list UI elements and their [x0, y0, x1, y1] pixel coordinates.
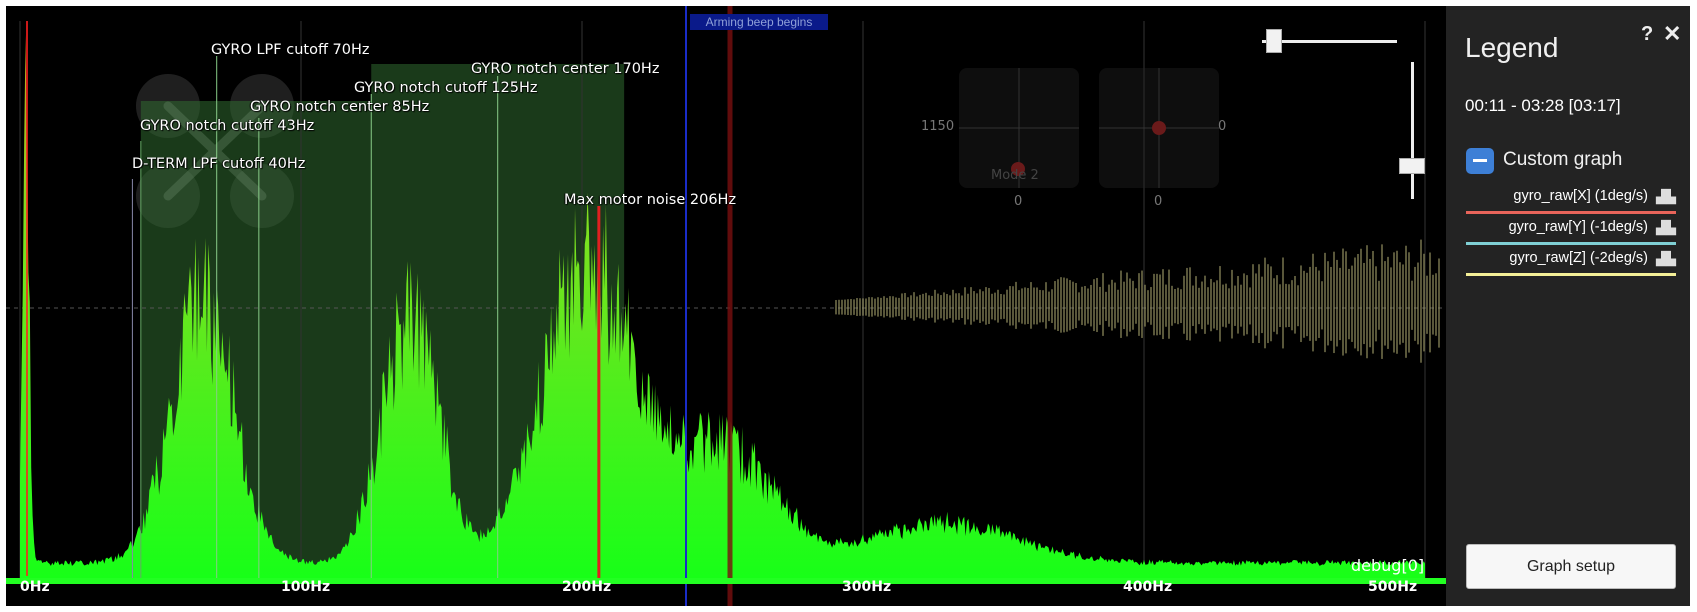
legend-series-z[interactable]: gyro_raw[Z] (-2deg/s) ▟▙	[1466, 248, 1676, 276]
legend-series-y[interactable]: gyro_raw[Y] (-1deg/s) ▟▙	[1466, 217, 1676, 245]
stick-value-right-top: 0	[1218, 119, 1227, 134]
dterm-lpf-cutoff-label: D-TERM LPF cutoff 40Hz	[132, 156, 306, 172]
x-tick-300: 300Hz	[842, 579, 892, 595]
graph-setup-button[interactable]: Graph setup	[1466, 544, 1676, 589]
spectrum-chart	[6, 6, 1446, 606]
series-color-line	[1466, 273, 1676, 276]
help-icon[interactable]: ?	[1641, 23, 1654, 45]
spectrum-icon[interactable]: ▟▙	[1656, 189, 1676, 204]
time-range: 00:11 - 03:28 [03:17]	[1465, 96, 1621, 115]
zoom-slider-vertical[interactable]	[1399, 62, 1425, 199]
debug-field-label: debug[0]	[1351, 556, 1425, 575]
log-viewer: 1150 0 0 0 Mode 2 Arming beep begins GYR…	[6, 6, 1690, 606]
zoom-track-horizontal	[1262, 40, 1397, 43]
x-tick-400: 400Hz	[1123, 579, 1173, 595]
spectrum-icon[interactable]: ▟▙	[1656, 220, 1676, 235]
x-tick-500: 500Hz	[1368, 579, 1418, 595]
zoom-handle-horizontal[interactable]	[1266, 29, 1282, 53]
zoom-track-vertical	[1411, 62, 1414, 199]
analyser-graph[interactable]: 1150 0 0 0 Mode 2 Arming beep begins GYR…	[6, 6, 1446, 606]
close-icon[interactable]: ✕	[1663, 21, 1682, 46]
legend-series-x[interactable]: gyro_raw[X] (1deg/s) ▟▙	[1466, 186, 1676, 214]
zoom-slider-horizontal[interactable]	[1262, 29, 1397, 53]
stick-overlay	[959, 68, 1219, 188]
stick-mode-label: Mode 2	[991, 168, 1039, 183]
spectrum-area	[20, 34, 1425, 579]
x-tick-0: 0Hz	[20, 579, 50, 595]
series-color-line	[1466, 211, 1676, 214]
arming-event-label: Arming beep begins	[690, 14, 828, 30]
x-tick-200: 200Hz	[562, 579, 612, 595]
series-color-line	[1466, 242, 1676, 245]
series-label: gyro_raw[Z] (-2deg/s)	[1509, 250, 1648, 266]
spectrum-icon[interactable]: ▟▙	[1656, 251, 1676, 266]
group-collapse-button[interactable]	[1466, 148, 1494, 174]
left-stick-dot	[1011, 162, 1025, 176]
gyro-notch-center-170-label: GYRO notch center 170Hz	[471, 61, 660, 77]
gyro-notch-cutoff-43-label: GYRO notch cutoff 43Hz	[140, 118, 315, 134]
legend-panel: Legend ? ✕ 00:11 - 03:28 [03:17] Custom …	[1446, 6, 1690, 606]
graph-group-name[interactable]: Custom graph	[1503, 149, 1623, 170]
right-stick-dot	[1152, 121, 1166, 135]
legend-title: Legend	[1465, 32, 1559, 63]
gyro-notch-cutoff-125-label: GYRO notch cutoff 125Hz	[354, 80, 538, 96]
x-tick-100: 100Hz	[281, 579, 331, 595]
gyro-notch-center-85-label: GYRO notch center 85Hz	[250, 99, 430, 115]
series-label: gyro_raw[X] (1deg/s)	[1513, 188, 1648, 204]
gyro-lpf-cutoff-label: GYRO LPF cutoff 70Hz	[211, 42, 370, 58]
series-label: gyro_raw[Y] (-1deg/s)	[1508, 219, 1648, 235]
zoom-handle-vertical[interactable]	[1399, 158, 1425, 174]
max-motor-noise-label: Max motor noise 206Hz	[564, 192, 737, 208]
stick-value-left-bottom: 0	[1014, 194, 1023, 209]
stick-value-left-top: 1150	[921, 119, 955, 134]
stick-value-right-bottom: 0	[1154, 194, 1163, 209]
